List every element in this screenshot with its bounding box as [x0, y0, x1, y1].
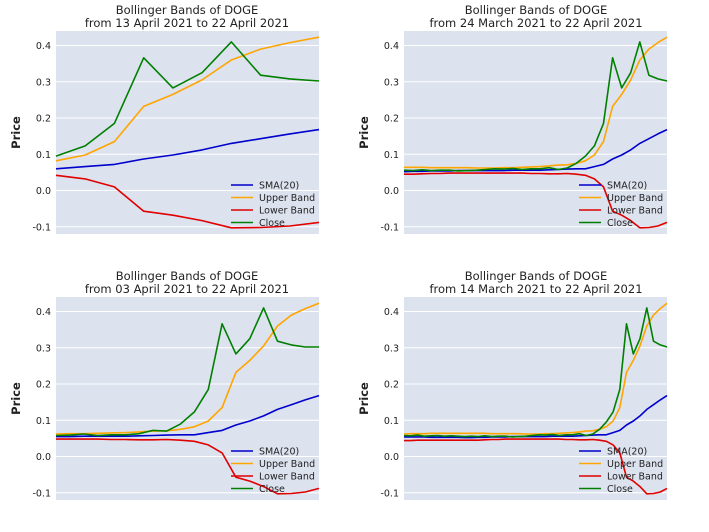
series-line-sma-20 — [55, 128, 320, 170]
series-line-close — [403, 41, 668, 172]
y-tick-label: -0.1 — [32, 222, 51, 233]
y-tick-label: 0.3 — [384, 343, 399, 354]
legend-label: Upper Band — [607, 459, 663, 470]
legend-label: Close — [607, 218, 633, 229]
y-tick-label: -0.1 — [32, 488, 51, 499]
chart-subtitle: from 13 April 2021 to 22 April 2021 — [85, 16, 289, 30]
y-axis-label: Price — [357, 116, 371, 149]
series-line-close — [55, 41, 320, 157]
plot-area — [56, 297, 319, 500]
series-line-sma-20 — [404, 394, 668, 439]
y-tick-label: 0.3 — [36, 77, 51, 88]
legend-label: Upper Band — [259, 193, 315, 204]
y-tick-label: 0.4 — [384, 307, 399, 318]
y-tick-label: 0.4 — [36, 307, 51, 318]
series-line-lower-band — [404, 438, 668, 495]
series-line-lower-band — [56, 438, 320, 495]
legend-label: Lower Band — [607, 206, 663, 217]
y-tick-label: 0.0 — [36, 452, 51, 463]
legend-label: SMA(20) — [607, 181, 647, 192]
legend-label: Lower Band — [259, 206, 315, 217]
chart-subtitle: from 14 March 2021 to 22 April 2021 — [429, 282, 642, 296]
legend-label: Lower Band — [607, 472, 663, 483]
series-line-sma-20 — [56, 394, 320, 438]
y-tick-label: 0.0 — [384, 452, 399, 463]
chart-title: Bollinger Bands of DOGE — [465, 269, 608, 283]
y-tick-label: 0.1 — [384, 416, 399, 427]
y-axis-label: Price — [9, 116, 23, 149]
y-tick-label: 0.2 — [384, 380, 399, 391]
legend-label: Upper Band — [607, 193, 663, 204]
y-axis-label: Price — [9, 382, 23, 415]
y-tick-label: 0.4 — [384, 41, 399, 52]
legend-label: SMA(20) — [607, 447, 647, 458]
y-tick-label: -0.1 — [380, 488, 399, 499]
y-tick-label: 0.4 — [36, 41, 51, 52]
y-axis-label: Price — [357, 382, 371, 415]
y-tick-label: 0.1 — [36, 416, 51, 427]
legend-label: Close — [259, 218, 285, 229]
y-tick-label: 0.0 — [384, 186, 399, 197]
legend-label: Close — [259, 484, 285, 495]
chart-subtitle: from 24 March 2021 to 22 April 2021 — [429, 16, 642, 30]
series-line-close — [403, 307, 668, 438]
y-tick-label: 0.1 — [36, 150, 51, 161]
series-line-upper-band — [404, 36, 668, 169]
chart-title: Bollinger Bands of DOGE — [116, 3, 259, 17]
chart-subtitle: from 03 April 2021 to 22 April 2021 — [85, 282, 289, 296]
legend-label: SMA(20) — [259, 181, 299, 192]
legend-label: SMA(20) — [259, 447, 299, 458]
series-line-upper-band — [55, 36, 320, 162]
legend-label: Close — [607, 484, 633, 495]
legend-label: Upper Band — [259, 459, 315, 470]
y-tick-label: 0.1 — [384, 150, 399, 161]
plot-area — [404, 31, 667, 234]
series-line-close — [55, 307, 319, 437]
y-tick-label: 0.0 — [36, 186, 51, 197]
y-tick-label: 0.2 — [36, 380, 51, 391]
series-line-lower-band — [404, 172, 668, 229]
y-tick-label: -0.1 — [380, 222, 399, 233]
series-line-upper-band — [403, 302, 668, 435]
y-tick-label: 0.3 — [36, 343, 51, 354]
y-tick-label: 0.2 — [384, 114, 399, 125]
chart-title: Bollinger Bands of DOGE — [116, 269, 259, 283]
chart-title: Bollinger Bands of DOGE — [465, 3, 608, 17]
series-line-lower-band — [55, 174, 320, 229]
plot-area — [56, 31, 319, 234]
series-line-upper-band — [55, 302, 320, 435]
y-tick-label: 0.2 — [36, 114, 51, 125]
legend-label: Lower Band — [259, 472, 315, 483]
y-tick-label: 0.3 — [384, 77, 399, 88]
